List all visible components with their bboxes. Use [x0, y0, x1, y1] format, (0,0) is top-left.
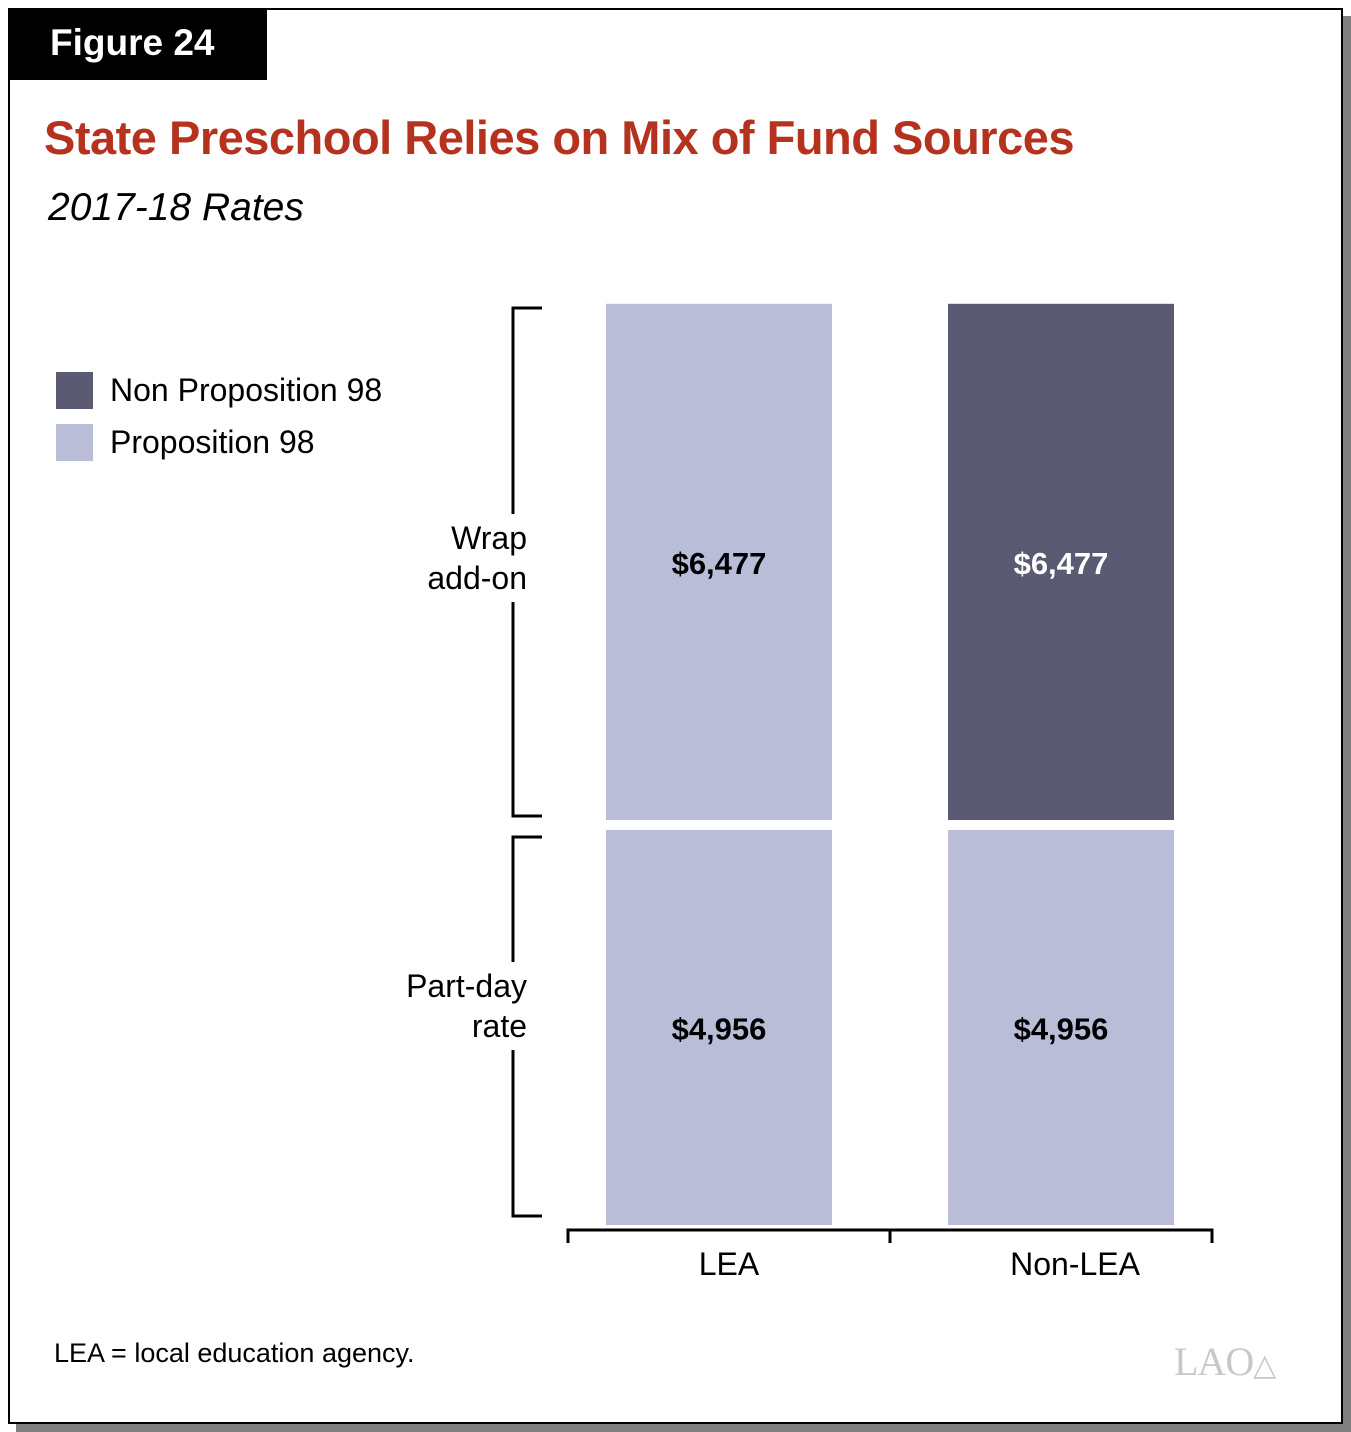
chart-subtitle: 2017-18 Rates: [48, 186, 304, 229]
legend-label: Non Proposition 98: [110, 372, 383, 408]
lao-logo: LAO△: [1174, 1339, 1276, 1384]
bracket-label-partday: Part-day rate: [406, 962, 527, 1050]
chart-title: State Preschool Relies on Mix of Fund So…: [44, 111, 1075, 164]
figure-label: Figure 24: [8, 8, 267, 80]
data-label: $6,477: [672, 546, 767, 581]
bracket-label-wrap: Wrap add-on: [427, 514, 527, 602]
bar-segment-non-lea-1: [948, 303, 1174, 821]
footnote: LEA = local education agency.: [54, 1338, 415, 1368]
bar-segment-lea-1: [606, 303, 832, 821]
legend-swatch: [56, 424, 93, 461]
legend-swatch: [56, 372, 93, 409]
bracket-label-line: Wrap: [451, 520, 527, 556]
x-tick-label: LEA: [699, 1246, 760, 1282]
legend-item-prop98: Proposition 98: [56, 424, 315, 461]
bracket-label-line: rate: [471, 1008, 527, 1044]
legend-item-non-prop98: Non Proposition 98: [56, 372, 382, 409]
data-label: $4,956: [672, 1012, 767, 1047]
bracket-label-line: add-on: [427, 560, 527, 596]
data-label: $4,956: [1014, 1012, 1109, 1047]
x-axis: [566, 1228, 1214, 1243]
bracket-label-line: Part-day: [406, 968, 527, 1004]
x-tick-label: Non-LEA: [1010, 1246, 1141, 1282]
bar-segment-lea-0: [606, 830, 832, 1225]
legend-label: Proposition 98: [110, 424, 315, 460]
data-label: $6,477: [1014, 546, 1109, 581]
bar-segment-non-lea-0: [948, 830, 1174, 1225]
